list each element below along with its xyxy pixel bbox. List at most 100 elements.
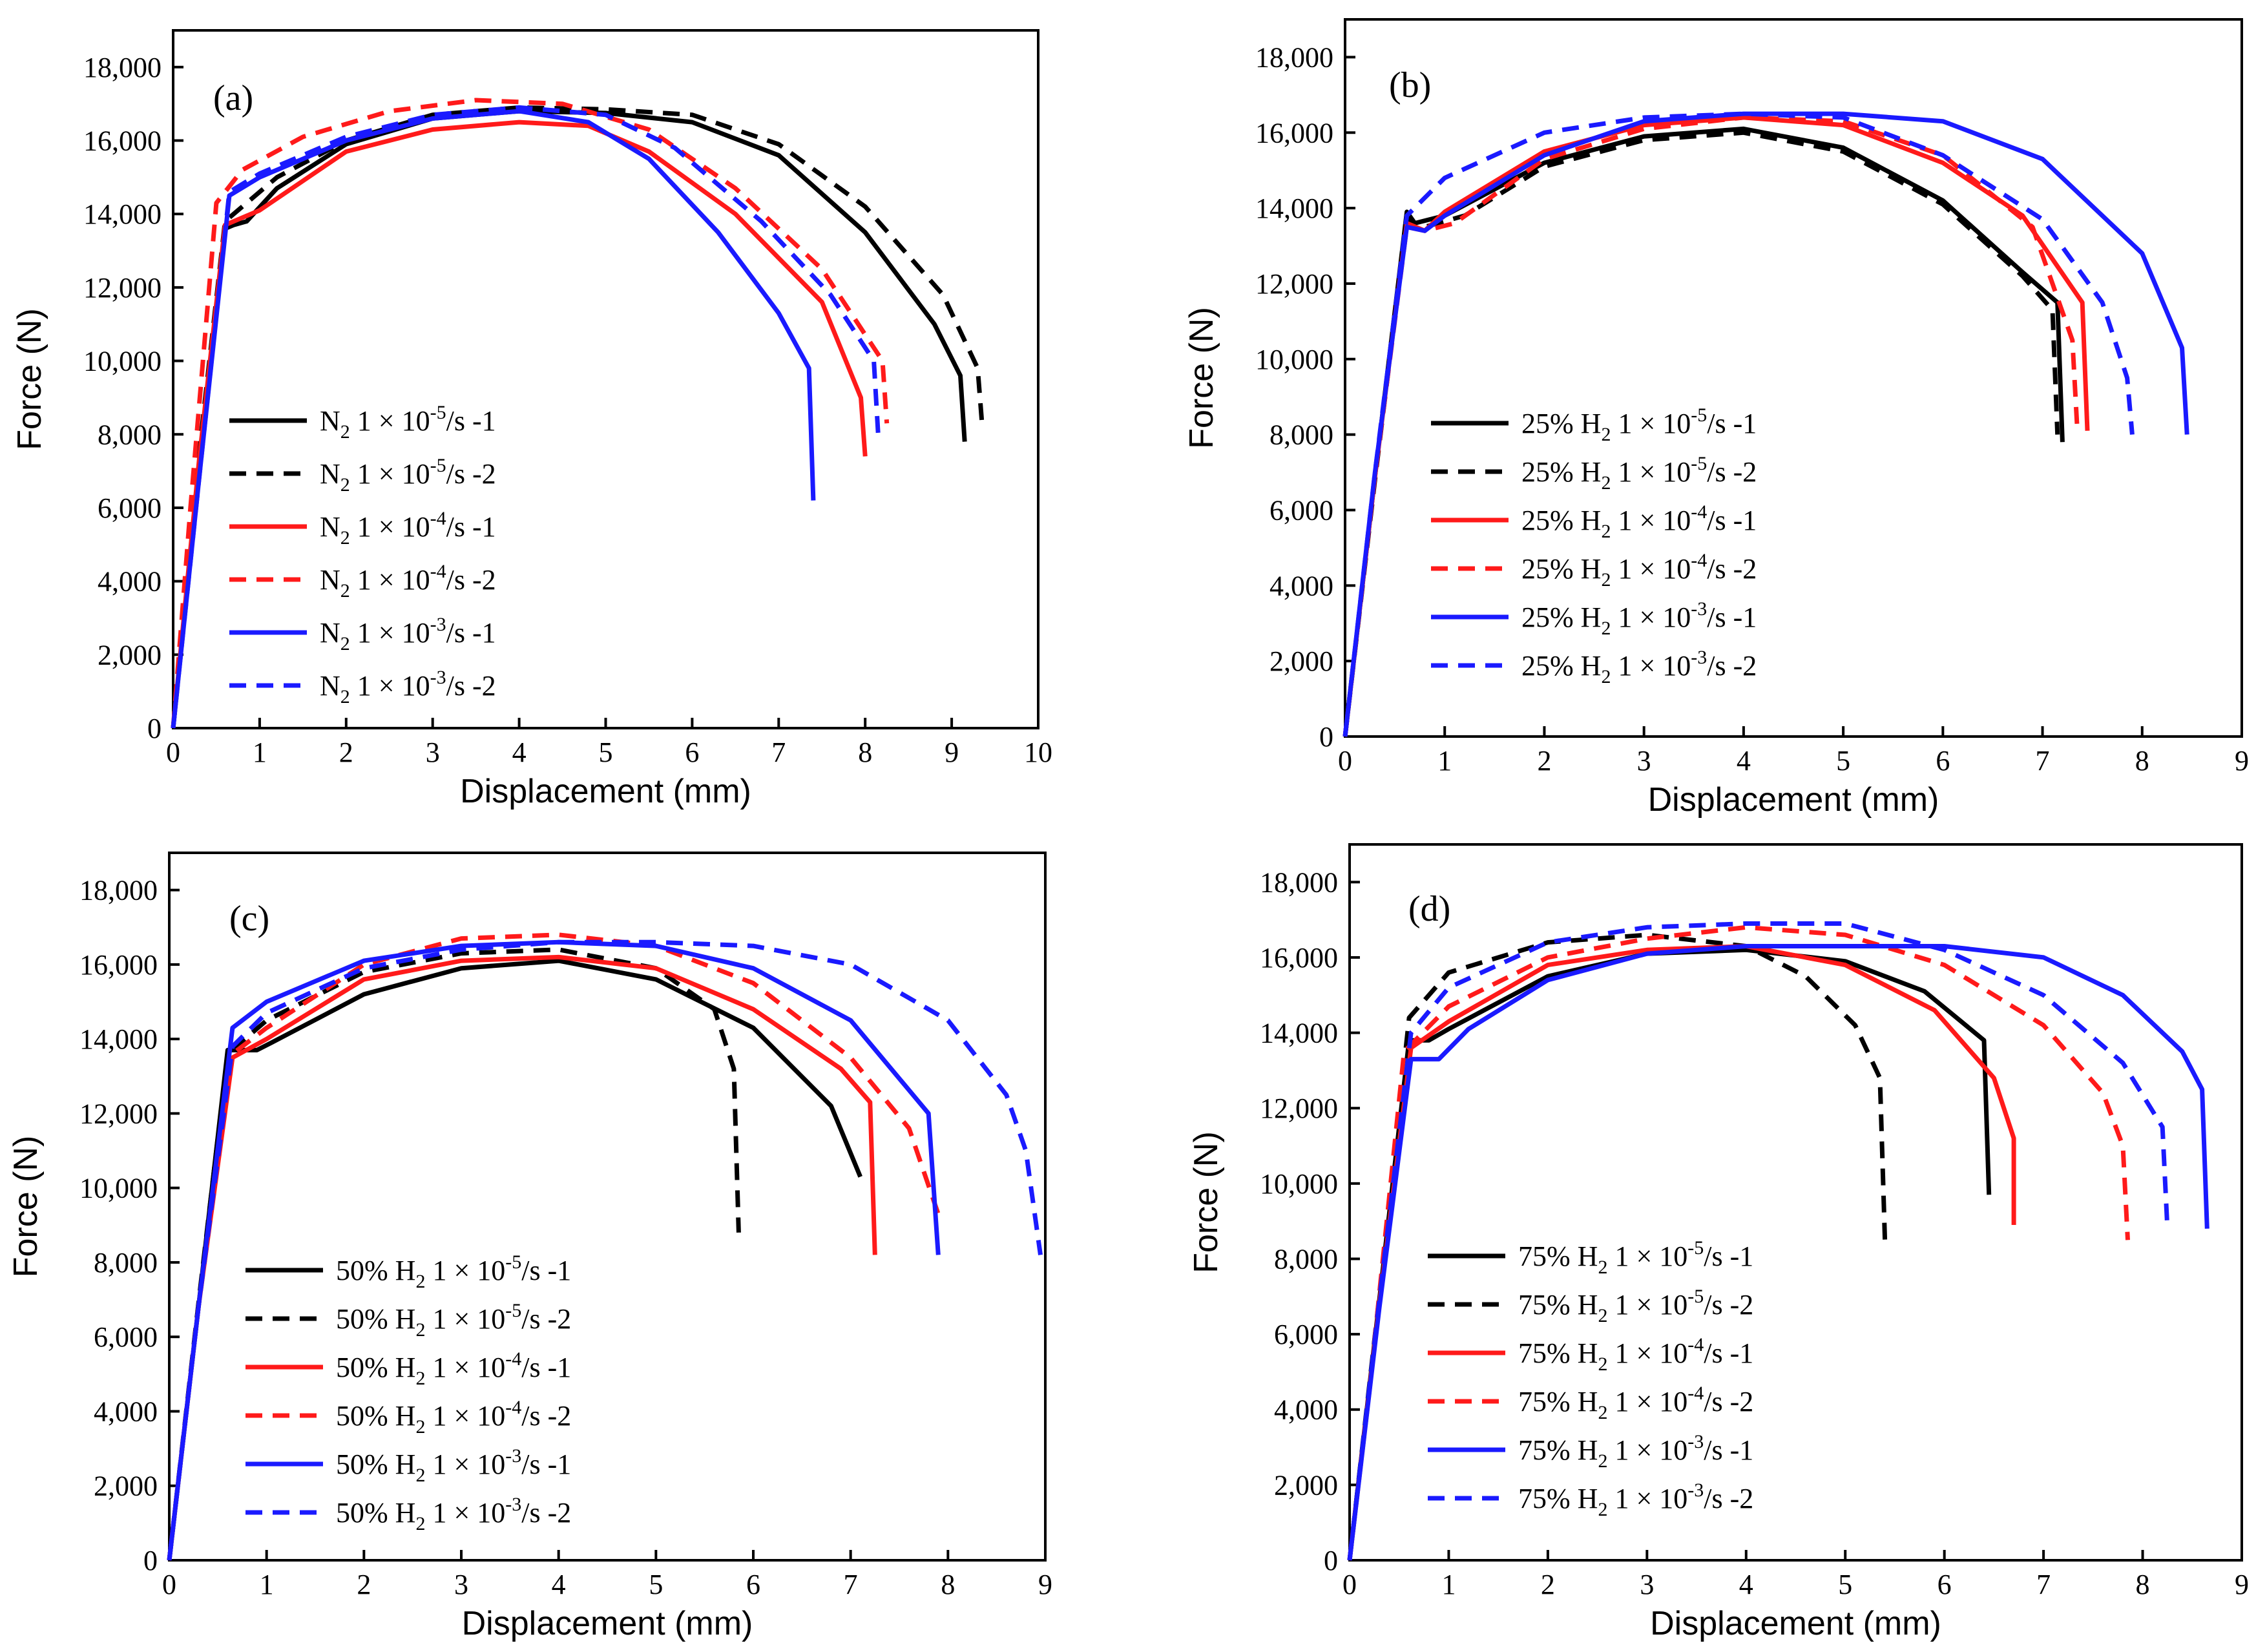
legend-sub: 2 bbox=[340, 421, 350, 443]
chart-panel: 0 1 2 3 4 5 6 7 8 9 0 2,000 4,000 6,000 8,000 10,000 12,… bbox=[1187, 843, 2249, 1642]
y-tick-label: 0 bbox=[1324, 1545, 1338, 1576]
y-tick-label: 0 bbox=[1319, 721, 1333, 753]
y-tick-label: 6,000 bbox=[94, 1321, 158, 1353]
x-tick-label: 4 bbox=[1737, 745, 1751, 777]
legend-mid: 1 × 10 bbox=[425, 1255, 505, 1286]
x-tick-label: 4 bbox=[552, 1569, 566, 1600]
legend-sub: 2 bbox=[415, 1416, 425, 1438]
y-tick-label: 0 bbox=[143, 1545, 158, 1576]
legend-prefix: 50% H bbox=[336, 1352, 415, 1383]
legend-label: 50% H2 1 × 10-4/s -2 bbox=[336, 1397, 571, 1438]
legend-suffix: /s -2 bbox=[446, 670, 496, 702]
legend-exp: -3 bbox=[1687, 1479, 1704, 1501]
y-tick-label: 16,000 bbox=[1255, 117, 1333, 149]
y-tick-label: 12,000 bbox=[1260, 1093, 1338, 1124]
y-tick-label: 4,000 bbox=[1274, 1394, 1338, 1426]
y-tick-label: 10,000 bbox=[83, 346, 162, 377]
legend-suffix: /s -1 bbox=[521, 1255, 571, 1286]
legend-exp: -4 bbox=[505, 1397, 521, 1418]
series-line-blue-solid bbox=[171, 109, 816, 729]
x-tick-label: 2 bbox=[339, 737, 353, 768]
legend-label: 75% H2 1 × 10-3/s -2 bbox=[1518, 1479, 1753, 1520]
legend-prefix: 25% H bbox=[1521, 553, 1601, 585]
legend-label: 50% H2 1 × 10-3/s -1 bbox=[336, 1445, 571, 1486]
legend-mid: 1 × 10 bbox=[1611, 456, 1691, 488]
legend-sub: 2 bbox=[1601, 666, 1611, 687]
legend-exp: -4 bbox=[1687, 1334, 1704, 1355]
legend-suffix: /s -1 bbox=[1704, 1337, 1753, 1369]
legend-suffix: /s -1 bbox=[1707, 505, 1757, 536]
legend-suffix: /s -1 bbox=[1704, 1434, 1753, 1466]
legend-sub: 2 bbox=[1601, 521, 1611, 542]
y-tick-label: 2,000 bbox=[94, 1470, 158, 1502]
legend-label: 75% H2 1 × 10-5/s -1 bbox=[1518, 1237, 1753, 1278]
legend-mid: 1 × 10 bbox=[350, 670, 430, 702]
legend-exp: -3 bbox=[1691, 647, 1707, 668]
legend-label: 25% H2 1 × 10-4/s -2 bbox=[1521, 550, 1757, 591]
y-tick-label: 0 bbox=[147, 713, 162, 744]
y-tick-label: 18,000 bbox=[79, 875, 158, 906]
legend-suffix: /s -2 bbox=[1704, 1289, 1753, 1321]
y-axis-title: Force (N) bbox=[11, 308, 48, 450]
legend-mid: 1 × 10 bbox=[350, 458, 430, 490]
y-tick-label: 2,000 bbox=[98, 639, 162, 671]
y-tick-label: 4,000 bbox=[94, 1396, 158, 1427]
legend-suffix: /s -1 bbox=[521, 1448, 571, 1480]
legend-sub: 2 bbox=[415, 1465, 425, 1486]
chart-panel: 0 1 2 3 4 5 6 7 8 9 0 2,000 4,000 6,000 8,000 10,000 12,… bbox=[7, 852, 1052, 1642]
x-tick-label: 0 bbox=[166, 737, 180, 768]
x-tick-label: 4 bbox=[512, 737, 527, 768]
legend-label: 25% H2 1 × 10-3/s -1 bbox=[1521, 598, 1757, 639]
series-line-blue-dashed bbox=[167, 939, 1043, 1561]
series-line-red-solid bbox=[171, 120, 868, 729]
legend-exp: -4 bbox=[430, 508, 446, 529]
legend-sub: 2 bbox=[415, 1368, 425, 1389]
legend-label: 25% H2 1 × 10-5/s -1 bbox=[1521, 404, 1757, 445]
legend-mid: 1 × 10 bbox=[1611, 650, 1691, 682]
legend-prefix: 75% H bbox=[1518, 1289, 1598, 1321]
legend-exp: -3 bbox=[505, 1494, 521, 1515]
legend-prefix: N bbox=[320, 564, 340, 596]
legend-mid: 1 × 10 bbox=[350, 511, 430, 543]
legend-label: N2 1 × 10-4/s -2 bbox=[320, 561, 496, 601]
legend-prefix: 75% H bbox=[1518, 1337, 1598, 1369]
x-tick-label: 3 bbox=[1637, 745, 1651, 777]
x-axis-title: Displacement (mm) bbox=[462, 1605, 753, 1642]
y-axis-title: Force (N) bbox=[1183, 307, 1220, 449]
x-tick-label: 6 bbox=[1936, 745, 1950, 777]
legend-exp: -5 bbox=[1691, 453, 1707, 474]
series-line-black-dashed bbox=[1342, 130, 2060, 737]
series-line-blue-dashed bbox=[1347, 921, 2170, 1561]
series-line-black-dashed bbox=[171, 105, 985, 729]
x-tick-label: 4 bbox=[1739, 1569, 1753, 1600]
panel-label: (c) bbox=[229, 899, 269, 939]
legend-sub: 2 bbox=[1598, 1450, 1607, 1472]
y-tick-label: 16,000 bbox=[79, 949, 158, 981]
y-axis-title: Force (N) bbox=[7, 1136, 45, 1278]
legend-prefix: 50% H bbox=[336, 1303, 415, 1335]
legend-suffix: /s -2 bbox=[521, 1303, 571, 1335]
legend-exp: -5 bbox=[505, 1251, 521, 1273]
legend-label: 25% H2 1 × 10-5/s -2 bbox=[1521, 453, 1757, 494]
legend-suffix: /s -2 bbox=[521, 1400, 571, 1432]
y-tick-label: 4,000 bbox=[1269, 570, 1333, 601]
y-tick-label: 6,000 bbox=[1274, 1319, 1338, 1350]
x-tick-label: 3 bbox=[426, 737, 440, 768]
legend-label: N2 1 × 10-5/s -1 bbox=[320, 402, 496, 443]
legend-suffix: /s -1 bbox=[521, 1352, 571, 1383]
series-line-blue-solid bbox=[1342, 111, 2189, 737]
legend-sub: 2 bbox=[1601, 618, 1611, 639]
legend-sub: 2 bbox=[340, 474, 350, 496]
legend-exp: -4 bbox=[1687, 1383, 1704, 1404]
series-line-black-solid bbox=[1342, 126, 2065, 737]
x-tick-label: 7 bbox=[771, 737, 786, 768]
plot-frame bbox=[1344, 18, 2243, 738]
y-tick-label: 8,000 bbox=[1269, 419, 1333, 451]
plot-frame bbox=[1348, 843, 2243, 1562]
legend-mid: 1 × 10 bbox=[1607, 1289, 1687, 1321]
y-tick-label: 12,000 bbox=[79, 1098, 158, 1129]
series-line-blue-solid bbox=[1347, 944, 2209, 1561]
legend-mid: 1 × 10 bbox=[1607, 1386, 1687, 1417]
y-tick-label: 8,000 bbox=[1274, 1243, 1338, 1275]
legend-mid: 1 × 10 bbox=[350, 405, 430, 437]
